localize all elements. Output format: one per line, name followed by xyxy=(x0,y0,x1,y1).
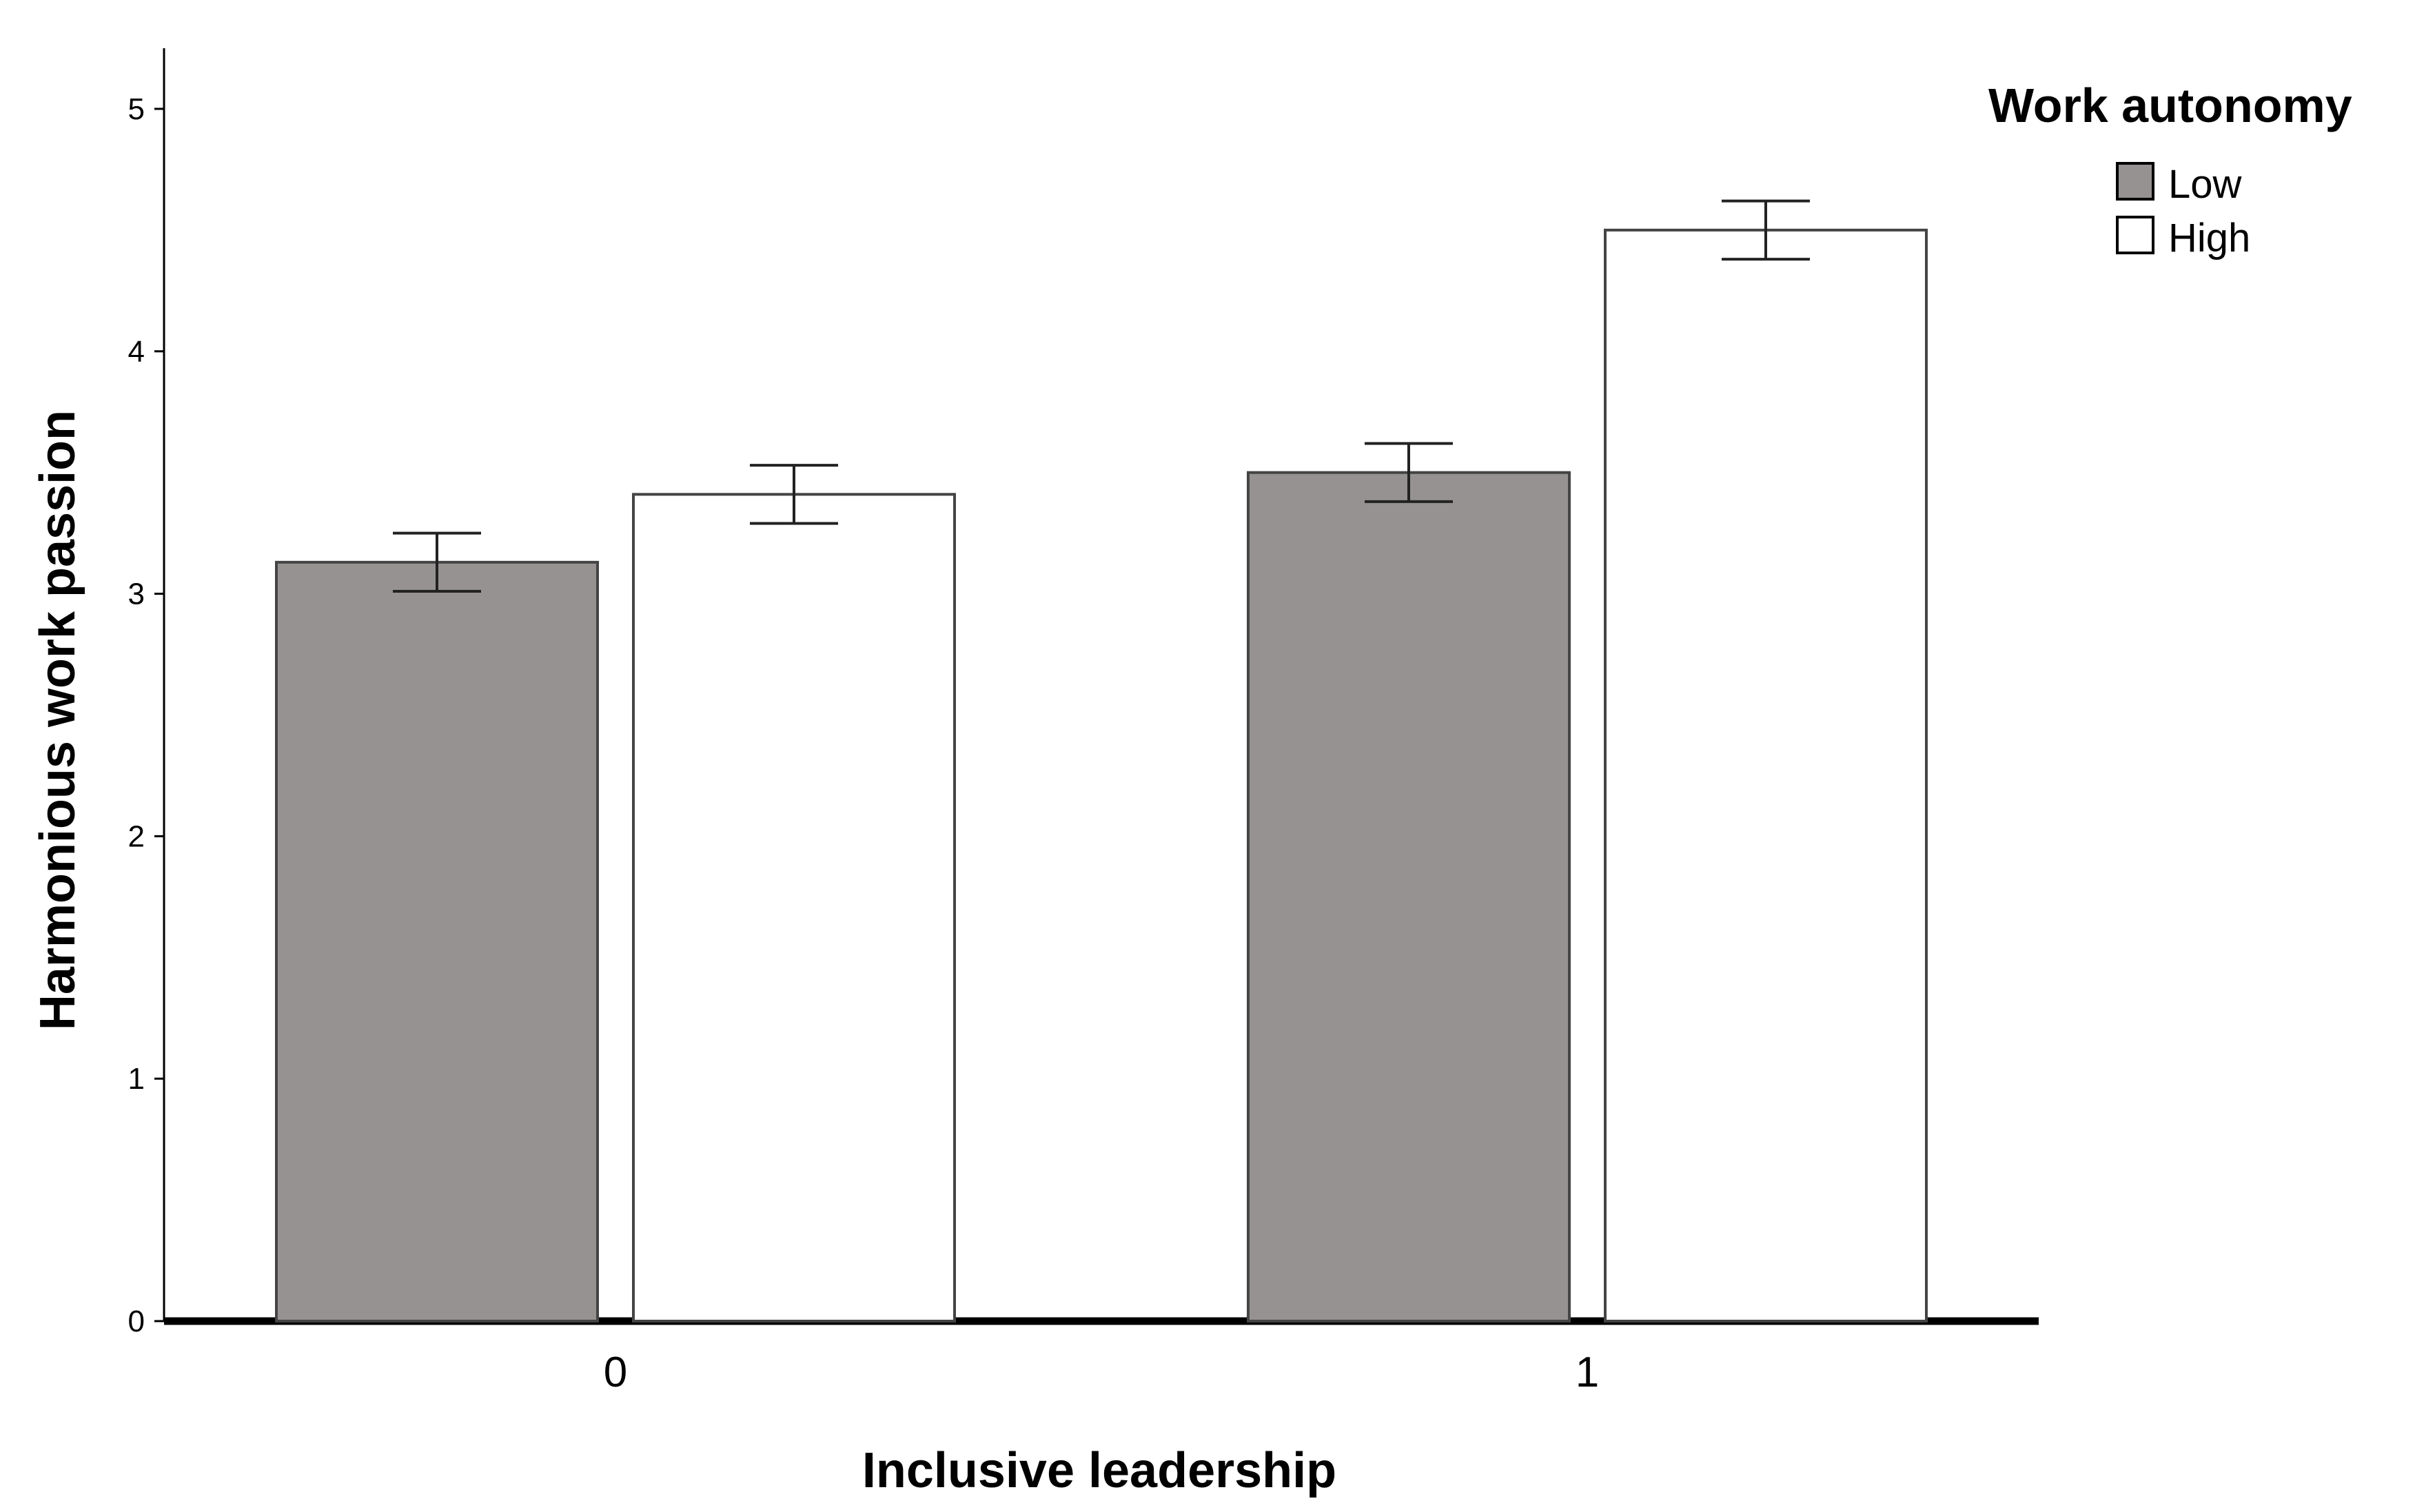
bar-low-1 xyxy=(1247,471,1571,1323)
y-tick-label: 0 xyxy=(128,1305,145,1338)
legend-label-high: High xyxy=(2168,216,2250,260)
error-bars xyxy=(393,199,1810,593)
y-axis-title: Harmonious work passion xyxy=(30,410,85,1030)
y-tick-label: 1 xyxy=(128,1062,145,1096)
x-tick-label: 1 xyxy=(1576,1349,1599,1396)
x-axis-title: Inclusive leadership xyxy=(862,1443,1336,1498)
y-tick-label: 4 xyxy=(128,335,145,369)
bars xyxy=(275,228,1928,1323)
legend-swatch-high xyxy=(2116,216,2154,254)
y-axis: 0 1 2 3 4 5 xyxy=(128,48,165,1338)
bar-high-1 xyxy=(1604,228,1928,1322)
bar-high-0 xyxy=(632,493,956,1323)
x-tick-label: 0 xyxy=(604,1349,627,1396)
legend-swatch-low xyxy=(2116,162,2154,201)
legend-label-low: Low xyxy=(2168,162,2243,207)
legend-title: Work autonomy xyxy=(1988,79,2352,132)
y-tick-label: 5 xyxy=(128,92,145,126)
y-tick-label: 2 xyxy=(128,819,145,853)
y-tick-label: 3 xyxy=(128,578,145,611)
bar-low-0 xyxy=(275,560,599,1322)
legend: Work autonomy Low High xyxy=(1988,79,2352,260)
